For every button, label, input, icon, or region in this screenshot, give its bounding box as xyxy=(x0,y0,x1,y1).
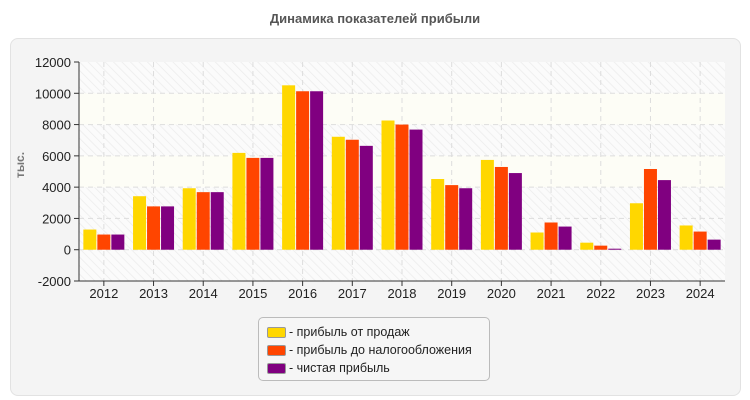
bar-2021-s0 xyxy=(530,232,544,250)
x-tick-label: 2017 xyxy=(338,286,367,301)
bar-2018-s1 xyxy=(395,124,409,250)
bar-2023-s1 xyxy=(643,168,657,250)
legend-label: - чистая прибыль xyxy=(289,361,390,375)
y-tick-label: 10000 xyxy=(35,86,71,101)
bar-2015-s2 xyxy=(260,157,274,250)
bar-2019-s1 xyxy=(445,185,459,250)
legend-swatch xyxy=(267,344,286,356)
legend-label: - прибыль до налогообложения xyxy=(289,343,472,357)
bar-2016-s0 xyxy=(282,85,296,250)
bar-2022-s1 xyxy=(594,245,608,250)
x-tick-label: 2020 xyxy=(487,286,516,301)
x-tick-label: 2024 xyxy=(686,286,715,301)
legend-item[interactable]: - прибыль до налогообложения xyxy=(267,341,489,359)
bar-2012-s2 xyxy=(111,234,125,250)
bar-2016-s1 xyxy=(296,91,310,250)
bar-2021-s1 xyxy=(544,222,558,250)
x-tick-label: 2018 xyxy=(388,286,417,301)
legend-swatch xyxy=(267,326,286,338)
bar-2019-s2 xyxy=(459,188,473,250)
bar-2022-s0 xyxy=(580,242,594,250)
legend-item[interactable]: - чистая прибыль xyxy=(267,359,489,377)
bar-2024-s1 xyxy=(693,231,707,250)
bar-2024-s0 xyxy=(679,225,693,250)
y-tick-label: 0 xyxy=(64,243,71,258)
y-tick-label: 6000 xyxy=(42,149,71,164)
bar-2021-s2 xyxy=(558,226,572,250)
legend-swatch xyxy=(267,362,286,374)
x-tick-label: 2015 xyxy=(238,286,267,301)
x-tick-label: 2012 xyxy=(89,286,118,301)
y-tick-label: 12000 xyxy=(35,55,71,70)
legend-item[interactable]: - прибыль от продаж xyxy=(267,323,489,341)
y-tick-label: 8000 xyxy=(42,118,71,133)
bar-2017-s2 xyxy=(359,145,373,250)
y-tick-label: 2000 xyxy=(42,211,71,226)
bar-2018-s2 xyxy=(409,129,423,250)
bar-2017-s0 xyxy=(331,136,345,250)
bar-2013-s0 xyxy=(133,196,147,250)
bar-2023-s0 xyxy=(629,203,643,250)
legend-label: - прибыль от продаж xyxy=(289,325,410,339)
bar-2022-s2 xyxy=(608,248,622,250)
bar-2013-s1 xyxy=(147,206,161,250)
bar-2015-s0 xyxy=(232,152,246,250)
bar-2020-s1 xyxy=(494,166,508,250)
y-tick-label: -2000 xyxy=(38,274,71,289)
bar-2014-s0 xyxy=(182,188,196,250)
bar-2014-s1 xyxy=(196,192,210,250)
x-tick-label: 2023 xyxy=(636,286,665,301)
bar-2013-s2 xyxy=(161,206,175,250)
bar-2020-s0 xyxy=(480,159,494,250)
bar-2015-s1 xyxy=(246,157,260,250)
y-tick-label: 4000 xyxy=(42,180,71,195)
bar-2014-s2 xyxy=(210,192,224,250)
bar-2017-s1 xyxy=(345,139,359,250)
x-tick-label: 2019 xyxy=(437,286,466,301)
bar-2012-s1 xyxy=(97,234,111,250)
bar-2023-s2 xyxy=(657,180,671,250)
bar-2018-s0 xyxy=(381,120,395,250)
bar-2020-s2 xyxy=(508,173,522,250)
chart-title: Динамика показателей прибыли xyxy=(269,11,481,26)
x-tick-label: 2013 xyxy=(139,286,168,301)
x-tick-label: 2022 xyxy=(586,286,615,301)
x-tick-label: 2021 xyxy=(537,286,566,301)
bar-2024-s2 xyxy=(707,239,721,250)
y-axis-label: тыс. xyxy=(13,152,27,178)
bar-2016-s2 xyxy=(310,91,324,250)
x-tick-label: 2014 xyxy=(189,286,218,301)
bar-2012-s0 xyxy=(83,229,97,250)
bar-2019-s0 xyxy=(431,179,445,250)
legend: - прибыль от продаж - прибыль до налогооб… xyxy=(258,317,490,381)
x-tick-label: 2016 xyxy=(288,286,317,301)
